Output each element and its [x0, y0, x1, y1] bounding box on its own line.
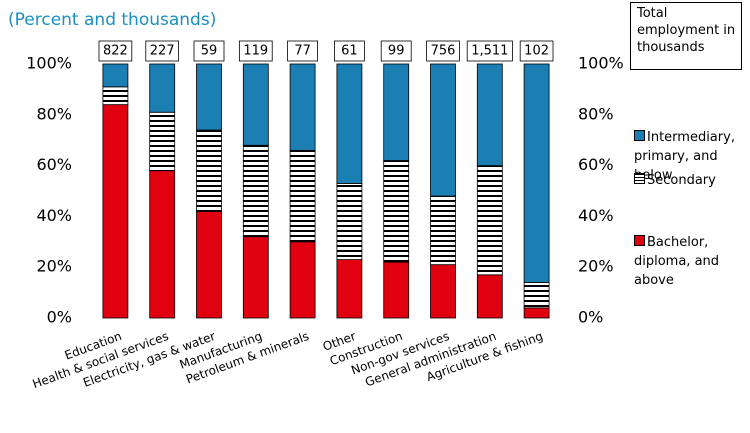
total-box [98, 40, 133, 62]
bar-segment [430, 264, 456, 319]
bar-segment [523, 282, 550, 309]
bar-segment [102, 86, 129, 106]
bar-segment [476, 63, 503, 166]
bar-segment [383, 261, 410, 319]
bar-segment [196, 129, 222, 212]
total-box [145, 40, 180, 62]
y2-tick-label: 80% [578, 104, 614, 123]
total-box [466, 40, 513, 62]
total-label: 59 [201, 44, 218, 59]
y-tick-label: 80% [36, 104, 72, 123]
legend-swatch [634, 235, 645, 246]
bar-segment [383, 160, 410, 263]
y-tick-label: 100% [26, 54, 72, 73]
total-label: 822 [103, 44, 128, 59]
bar-segment [196, 210, 222, 319]
total-label: 119 [243, 44, 268, 59]
total-box [287, 40, 319, 62]
y-tick-label: 0% [47, 308, 72, 327]
bar-segment [523, 63, 550, 283]
legend-item: Intermediary, primary, and below [634, 128, 746, 185]
total-label: 1,511 [471, 44, 508, 59]
totals-legend: Total employment in thousands [630, 2, 742, 70]
bar-segment [289, 63, 316, 151]
bar-segment [242, 144, 269, 238]
bar-segment [430, 195, 456, 266]
bar-segment [242, 63, 269, 146]
total-label: 227 [150, 44, 175, 59]
bar-segment [289, 241, 316, 319]
legend-item: Secondary [634, 171, 746, 190]
total-box [193, 40, 225, 62]
legend-item: Bachelor, diploma, and above [634, 233, 746, 290]
total-label: 99 [388, 44, 405, 59]
total-label: 102 [524, 44, 549, 59]
total-box [380, 40, 412, 62]
legend-label: Intermediary, primary, and below [634, 130, 735, 183]
legend-swatch [634, 173, 645, 184]
bar-segment [476, 165, 503, 276]
bar-segment [102, 63, 129, 88]
chart-title: (Percent and thousands) [8, 10, 216, 30]
bar-segment [336, 63, 363, 184]
y2-tick-label: 40% [578, 206, 614, 225]
bar-segment [242, 236, 269, 319]
total-label: 756 [431, 44, 456, 59]
y2-tick-label: 60% [578, 155, 614, 174]
y-tick-label: 60% [36, 155, 72, 174]
y2-tick-label: 0% [578, 308, 603, 327]
bar-segment [149, 63, 176, 113]
y-tick-label: 40% [36, 206, 72, 225]
total-label: 77 [294, 44, 311, 59]
y2-tick-label: 20% [578, 257, 614, 276]
bar-segment [430, 63, 456, 197]
legend-label: Bachelor, diploma, and above [634, 235, 720, 288]
bar-segment [289, 149, 316, 243]
bar-segment [149, 111, 176, 172]
total-label: 61 [341, 44, 358, 59]
bar-segment [102, 104, 129, 319]
total-box [519, 40, 554, 62]
y2-tick-label: 100% [578, 54, 624, 73]
total-box [238, 40, 273, 62]
bar-segment [383, 63, 410, 161]
y-tick-label: 20% [36, 257, 72, 276]
bar-segment [149, 170, 176, 319]
total-box [333, 40, 365, 62]
bar-segment [336, 259, 363, 319]
bar-segment [336, 182, 363, 260]
legend-label: Secondary [647, 173, 716, 188]
bar-segment [476, 274, 503, 319]
bar-segment [196, 63, 222, 131]
total-box [426, 40, 460, 62]
bar-segment [523, 307, 550, 319]
legend-swatch [634, 130, 645, 141]
